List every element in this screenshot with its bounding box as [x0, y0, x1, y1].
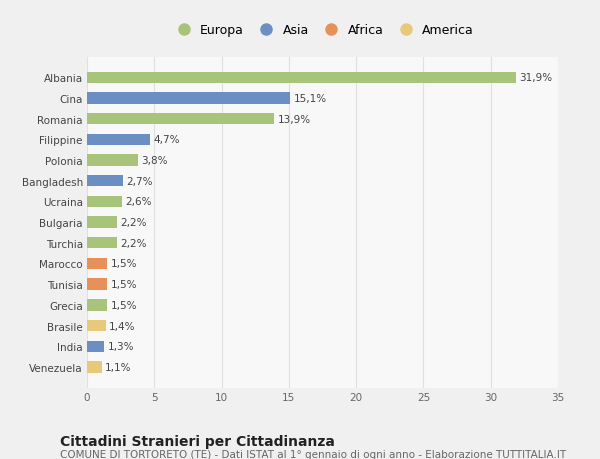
Bar — [87, 258, 107, 269]
Text: 1,1%: 1,1% — [105, 362, 131, 372]
Text: 2,2%: 2,2% — [120, 218, 146, 228]
Text: 3,8%: 3,8% — [142, 156, 168, 166]
Text: 4,7%: 4,7% — [154, 135, 180, 145]
Bar — [87, 320, 106, 331]
Bar — [87, 300, 107, 311]
Text: 2,6%: 2,6% — [125, 197, 152, 207]
Text: 1,5%: 1,5% — [110, 259, 137, 269]
Bar — [87, 134, 150, 146]
Bar — [87, 238, 116, 249]
Text: 1,5%: 1,5% — [110, 300, 137, 310]
Text: 2,7%: 2,7% — [127, 176, 153, 186]
Bar — [87, 93, 290, 104]
Text: 1,3%: 1,3% — [108, 341, 134, 352]
Bar — [87, 196, 122, 207]
Bar — [87, 279, 107, 290]
Bar — [87, 341, 104, 352]
Bar — [87, 362, 102, 373]
Text: 2,2%: 2,2% — [120, 238, 146, 248]
Bar — [87, 155, 138, 166]
Bar — [87, 114, 274, 125]
Text: 15,1%: 15,1% — [293, 94, 326, 104]
Bar — [87, 217, 116, 228]
Text: 31,9%: 31,9% — [520, 73, 553, 83]
Text: 1,5%: 1,5% — [110, 280, 137, 290]
Text: 1,4%: 1,4% — [109, 321, 136, 331]
Text: Cittadini Stranieri per Cittadinanza: Cittadini Stranieri per Cittadinanza — [60, 434, 335, 448]
Text: COMUNE DI TORTORETO (TE) - Dati ISTAT al 1° gennaio di ogni anno - Elaborazione : COMUNE DI TORTORETO (TE) - Dati ISTAT al… — [60, 449, 566, 459]
Bar — [87, 73, 516, 84]
Text: 13,9%: 13,9% — [277, 114, 311, 124]
Legend: Europa, Asia, Africa, America: Europa, Asia, Africa, America — [171, 24, 474, 37]
Bar — [87, 176, 124, 187]
